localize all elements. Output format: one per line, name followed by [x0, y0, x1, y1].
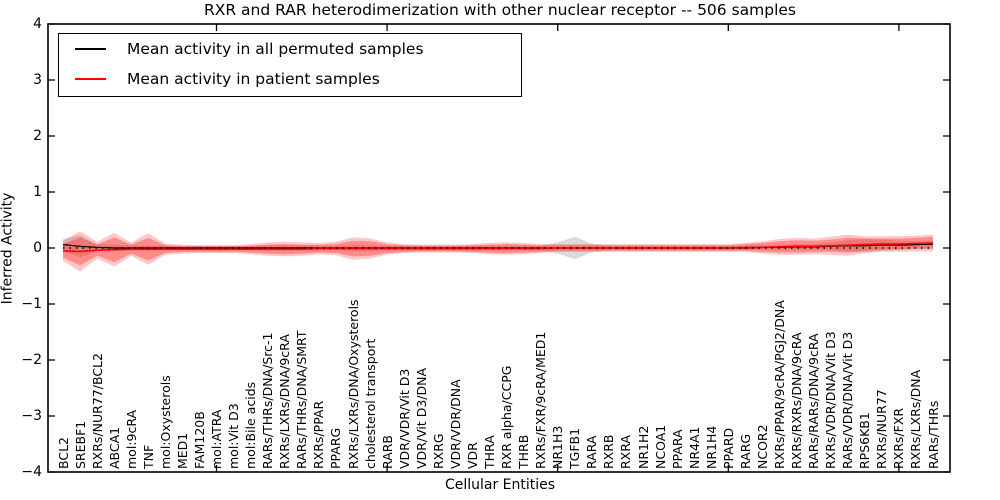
x-category-label: ABCA1	[106, 426, 122, 469]
y-tick-label: 4	[33, 16, 42, 32]
x-category-label: PPARD	[720, 427, 736, 469]
permuted-line-swatch	[75, 48, 106, 50]
patient-outer-band	[63, 231, 933, 272]
x-category-label: RXRs/PPAR/9cRA/PGJ2/DNA	[771, 300, 787, 469]
x-category-label: RARs/THRs/DNA/SMRT	[294, 330, 310, 469]
x-category-label: RARA	[584, 435, 600, 469]
x-category-label: VDR/Vit D3/DNA	[413, 367, 429, 469]
x-category-label: NR1H2	[635, 425, 651, 469]
x-category-label: NR4A1	[686, 426, 702, 470]
x-category-label: PPARG	[328, 427, 344, 469]
x-category-label: RXRs/LXRs/DNA	[908, 369, 924, 469]
x-category-label: mol:Vit D3	[226, 403, 242, 469]
x-category-label: RXRs/NUR77	[874, 389, 890, 469]
legend-label-patient: Mean activity in patient samples	[127, 70, 380, 88]
x-category-label: VDR/VDR/Vit D3	[396, 368, 412, 469]
x-category-label: RXRA	[618, 435, 634, 469]
chart-title: RXR and RAR heterodimerization with othe…	[203, 1, 797, 19]
x-category-label: mol:9cRA	[123, 409, 139, 469]
x-category-label: RXRs/NUR77/BCL2	[89, 353, 105, 469]
x-category-label: PPARA	[669, 429, 685, 469]
x-category-label: NR1H3	[550, 425, 566, 469]
x-category-label: cholesterol transport	[362, 338, 378, 469]
x-category-label: RARs/RARs/DNA/9cRA	[806, 333, 822, 469]
legend-label-permuted: Mean activity in all permuted samples	[127, 40, 424, 58]
y-tick-label: −2	[21, 352, 42, 368]
legend-item-permuted: Mean activity in all permuted samples	[59, 34, 521, 64]
x-category-label: RXRs/LXRs/DNA/Oxysterols	[345, 299, 361, 469]
x-category-label: RXRG	[430, 433, 446, 469]
x-category-label: RXRs/VDR/DNA/Vit D3	[823, 331, 839, 469]
x-category-label: mol:ATRA	[209, 409, 225, 469]
y-tick-label: 1	[33, 184, 42, 200]
patient-inner-band	[63, 236, 933, 266]
x-category-label: RXRs/PPAR	[311, 400, 327, 469]
x-category-label: THRB	[516, 434, 532, 469]
x-category-label: RXRs/FXR	[891, 407, 907, 469]
y-tick-label: −1	[21, 296, 42, 312]
x-category-label: SREBF1	[72, 420, 88, 469]
x-category-label: BCL2	[55, 436, 71, 469]
x-category-label: MED1	[174, 432, 190, 469]
x-axis-label: Cellular Entities	[444, 477, 556, 493]
x-category-label: RARB	[379, 435, 395, 469]
y-tick-label: −3	[21, 408, 42, 424]
x-category-label: RXRs/FXR/9cRA/MED1	[533, 331, 549, 469]
x-category-label: NCOA1	[652, 424, 668, 469]
legend-item-patient: Mean activity in patient samples	[59, 64, 521, 94]
x-category-label: RARG	[737, 433, 753, 469]
x-category-label: RPS6KB1	[857, 412, 873, 469]
x-category-label: mol:Bile acids	[243, 381, 259, 469]
x-category-label: TNF	[140, 444, 156, 469]
legend: Mean activity in all permuted samples Me…	[58, 33, 522, 97]
y-tick-label: 0	[33, 240, 42, 256]
x-category-label: RARs/VDR/DNA/Vit D3	[840, 331, 856, 469]
x-category-label: FAM120B	[191, 411, 207, 469]
x-category-label: THRA	[481, 435, 497, 469]
x-category-label: RARs/THRs/DNA/Src-1	[260, 332, 276, 469]
y-tick-label: −4	[21, 464, 42, 480]
x-category-label: mol:Oxysterols	[157, 375, 173, 469]
x-category-label: RXRs/RXRs/DNA/9cRA	[789, 332, 805, 469]
x-category-label: VDR	[464, 442, 480, 469]
patient-mean-line	[62, 242, 934, 253]
x-category-label: RXR alpha/CCPG	[499, 365, 515, 469]
x-category-label: RXRB	[601, 434, 617, 469]
x-category-label: RXRs/LXRs/DNA/9cRA	[277, 334, 293, 469]
y-tick-label: 3	[33, 72, 42, 88]
x-category-label: TGFB1	[567, 427, 583, 469]
patient-line-swatch	[75, 78, 106, 80]
x-category-label: RARs/THRs	[925, 400, 941, 469]
x-category-label: NR1H4	[703, 425, 719, 469]
y-tick-label: 2	[33, 128, 42, 144]
permuted-std-band	[63, 235, 933, 260]
x-category-label: NCOR2	[754, 424, 770, 469]
x-category-label: VDR/VDR/DNA	[447, 379, 463, 469]
